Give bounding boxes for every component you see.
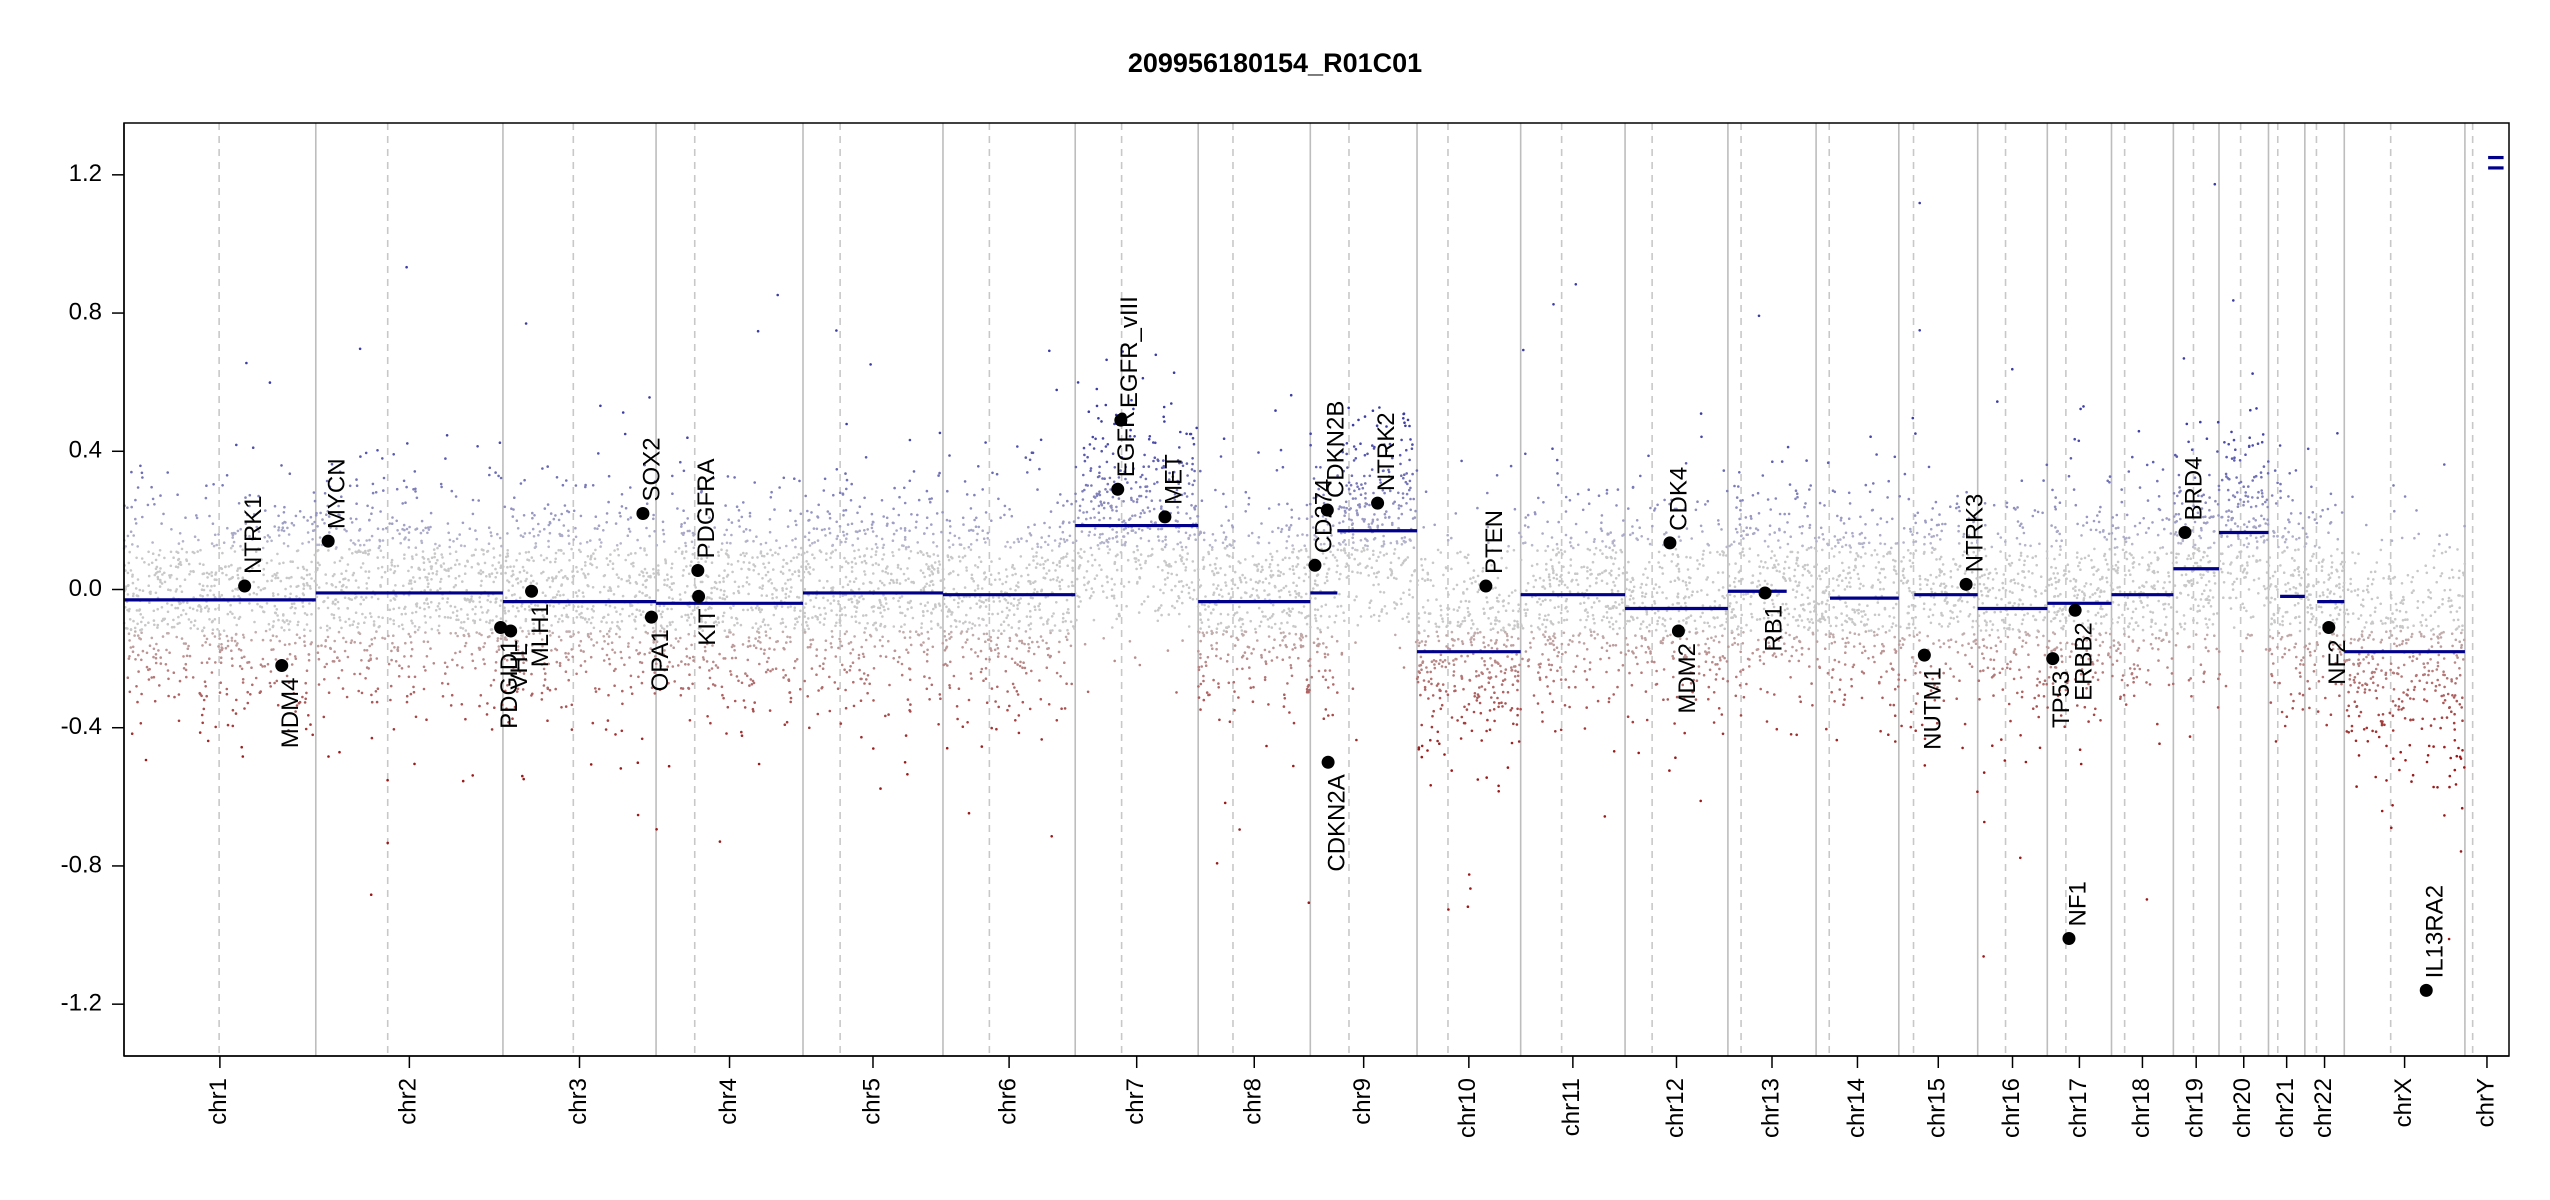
gene-point-mdm4 [275,659,289,673]
chromosome-label: chr9 [1349,1078,1376,1125]
gene-label-brd4: BRD4 [2180,456,2207,520]
chromosome-label: chr15 [1924,1078,1951,1138]
gene-point-cdkn2b [1320,503,1334,517]
chromosome-label: chr20 [2229,1078,2256,1138]
chromosome-label: chr13 [1757,1078,1784,1138]
gene-point-pten [1479,579,1493,593]
gene-label-erbb2: ERBB2 [2070,622,2097,701]
gene-label-rb1: RB1 [1760,605,1787,652]
chromosome-label: chr10 [1454,1078,1481,1138]
gene-label-il13ra2: IL13RA2 [2422,885,2449,978]
chromosome-label: chr17 [2065,1078,2092,1138]
gene-point-egfr [1111,482,1125,496]
gene-point-kit [692,589,706,603]
probe-points [122,182,2467,958]
gene-point-egfr_viii [1114,413,1128,427]
gene-point-erbb2 [2068,603,2082,617]
y-tick-label: -1.2 [61,990,102,1017]
gene-point-vhl [504,624,518,638]
chromosome-label: chr7 [1122,1078,1149,1125]
gene-label-cdkn2b: CDKN2B [1323,401,1350,498]
gene-point-ntrk1 [238,579,252,593]
gene-label-pdgfra: PDGFRA [693,458,720,558]
centromere-lines [218,123,2474,1056]
gene-point-il13ra2 [2419,983,2433,997]
gene-point-cd274 [1308,558,1322,572]
gene-point-met [1158,510,1172,524]
gene-label-vhl: VHL [506,643,533,690]
y-tick-label: 0.8 [69,298,102,325]
gene-point-ntrk3 [1959,577,1973,591]
chromosome-separators [314,123,2466,1056]
gene-label-ntrk1: NTRK1 [240,495,267,574]
gene-label-cd274: CD274 [1310,479,1337,554]
x-axis: chr1 chr2 chr3 chr4 chr5 chr6 chr7 chr8 chr9 chr1… [124,1055,2509,1138]
chromosome-label: chr14 [1843,1078,1870,1138]
y-tick-label: 1.2 [69,160,102,187]
chromosome-label: chr16 [1998,1078,2025,1138]
gene-point-mlh1 [525,584,539,598]
gene-label-met: MET [1160,454,1187,505]
gene-label-nutm1: NUTM1 [1920,667,1947,750]
gene-label-mdm4: MDM4 [277,678,304,749]
gene-label-mycn: MYCN [324,458,351,529]
chromosome-label: chr2 [395,1078,422,1125]
gene-label-ntrk2: NTRK2 [1373,412,1400,491]
segment-lines [124,155,2504,654]
gene-point-sox2 [636,506,650,520]
chromosome-label: chr6 [994,1078,1021,1125]
chromosome-label: chr8 [1240,1078,1267,1125]
gene-label-kit: KIT [694,608,721,646]
gene-point-mdm2 [1671,624,1685,638]
gene-point-opa1 [644,610,658,624]
gene-point-pdgid1 [494,621,508,635]
y-tick-label: 0.4 [69,437,102,464]
chromosome-label: chr5 [858,1078,885,1125]
chromosome-label: chr18 [2128,1078,2155,1138]
gene-label-pdgid1: PDGID1 [496,640,523,729]
chromosome-label: chr3 [565,1078,592,1125]
gene-point-cdk4 [1663,536,1677,550]
chromosome-label: chr22 [2310,1078,2337,1138]
chromosome-label: chr19 [2182,1078,2209,1138]
gene-label-tp53: TP53 [2048,671,2075,728]
chromosome-label: chr4 [715,1078,742,1125]
chromosome-label: chr1 [205,1078,232,1125]
y-axis: -1.2 -0.8 -0.4 0.0 0.4 0.8 1.2 [61,123,125,1056]
y-tick-label: -0.4 [61,713,102,740]
chromosome-label: chr11 [1558,1078,1585,1136]
y-tick-label: -0.8 [61,851,102,878]
gene-point-nf2 [2322,621,2336,635]
gene-label-pten: PTEN [1481,510,1508,574]
gene-label-sox2: SOX2 [638,437,665,501]
gene-label-mlh1: MLH1 [527,603,554,667]
gene-point-nutm1 [1917,648,1931,662]
plot-frame [123,122,2510,1057]
gene-label-mdm2: MDM2 [1674,643,1701,714]
gene-point-tp53 [2046,652,2060,666]
chromosome-label: chrY [2472,1078,2499,1127]
gene-label-opa1: OPA1 [647,629,674,691]
gene-point-brd4 [2178,525,2192,539]
chart-title: 209956180154_R01C01 [1128,48,1422,78]
chromosome-label: chr21 [2272,1078,2299,1138]
gene-label-nf1: NF1 [2064,881,2091,926]
gene-label-cdk4: CDK4 [1665,467,1692,531]
gene-point-rb1 [1758,586,1772,600]
gene-point-nf1 [2062,932,2076,946]
gene-point-ntrk2 [1371,496,1385,510]
y-tick-label: 0.0 [69,575,102,602]
chromosome-label: chrX [2390,1078,2417,1127]
gene-point-pdgfra [691,563,705,577]
chromosome-label: chr12 [1662,1078,1689,1138]
gene-label-cdkn2a: CDKN2A [1323,774,1350,871]
gene-label-egfr_viii: EGFR_vIII [1116,296,1143,408]
gene-label-nf2: NF2 [2324,640,2351,685]
gene-point-mycn [321,534,335,548]
gene-point-cdkn2a [1321,755,1335,769]
gene-label-ntrk3: NTRK3 [1961,494,1988,573]
